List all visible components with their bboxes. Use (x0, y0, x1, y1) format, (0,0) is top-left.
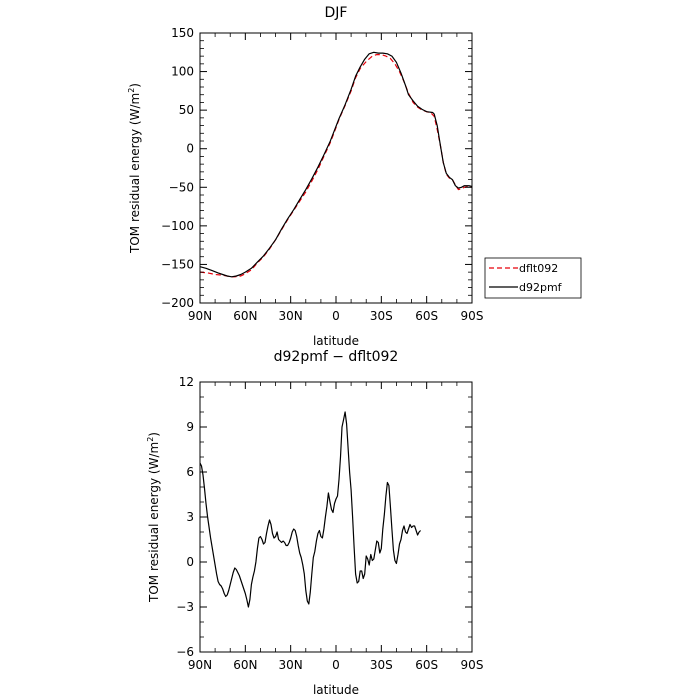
bottom-xtick-label: 30N (279, 658, 303, 672)
bottom-yaxis-label-sup: 2 (146, 437, 155, 442)
bottom-xtick-label: 90S (461, 658, 484, 672)
top-ytick-label: 150 (171, 26, 194, 40)
bottom-chart: d92pmf − dflt092 90N 60N 30N 0 30S 60S 90S 12 9 6… (146, 349, 483, 697)
top-xtick-label: 30S (370, 309, 393, 323)
legend-label-d92pmf: d92pmf (519, 281, 563, 294)
top-yaxis-label-main: TOM residual energy (W/m (128, 93, 142, 254)
bottom-yaxis-label-tail: ) (147, 432, 161, 437)
top-xtick-label: 90N (188, 309, 212, 323)
top-ytick-label: 100 (171, 65, 194, 79)
top-xtick-label: 60S (415, 309, 438, 323)
bottom-ytick-label: 6 (186, 465, 194, 479)
top-xtick-label: 90S (461, 309, 484, 323)
top-ytick-label: −150 (161, 257, 194, 271)
top-series-layer (199, 51, 473, 278)
top-ytick-label: −100 (161, 219, 194, 233)
bottom-xtick-label: 0 (332, 658, 340, 672)
bottom-xtick-label: 90N (188, 658, 212, 672)
top-series-line-dflt092 (199, 53, 473, 278)
bottom-yaxis-label-main: TOM residual energy (W/m (147, 442, 161, 603)
bottom-ytick-label: −6 (176, 645, 194, 659)
bottom-plot-frame (199, 381, 473, 653)
top-ytick-label: −50 (169, 180, 194, 194)
bottom-series-layer (199, 411, 422, 608)
top-ytick-label: 50 (179, 103, 194, 117)
bottom-xtick-label: 60N (233, 658, 257, 672)
bottom-chart-title: d92pmf − dflt092 (274, 349, 399, 365)
bottom-yaxis-label: TOM residual energy (W/m2) (146, 432, 161, 603)
top-xaxis-label: latitude (313, 334, 359, 348)
top-plot-frame (199, 32, 473, 304)
bottom-ytick-label: 9 (186, 420, 194, 434)
bottom-ytick-label: −3 (176, 600, 194, 614)
top-yaxis-label-sup: 2 (127, 88, 136, 93)
top-legend: dflt092 d92pmf (484, 257, 582, 299)
bottom-xtick-label: 30S (370, 658, 393, 672)
top-ticks: 90N 60N 30N 0 30S 60S 90S 150 100 50 0 −50 −100 −150 −… (161, 26, 483, 323)
top-yaxis-label: TOM residual energy (W/m2) (127, 83, 142, 254)
bottom-ticks: 90N 60N 30N 0 30S 60S 90S 12 9 6 3 0 −3 −6 (176, 375, 483, 672)
top-xtick-label: 0 (332, 309, 340, 323)
bottom-xaxis-label: latitude (313, 683, 359, 697)
top-ytick-label: 0 (186, 142, 194, 156)
bottom-xtick-label: 60S (415, 658, 438, 672)
bottom-ytick-label: 12 (179, 375, 194, 389)
bottom-ytick-label: 0 (186, 555, 194, 569)
bottom-series-line-difference (199, 411, 422, 608)
legend-label-dflt092: dflt092 (519, 262, 558, 275)
top-xtick-label: 60N (233, 309, 257, 323)
top-chart: DJF 90N 60N 30N 0 30S 60S 90S 150 100 50 0 −50 −100 −… (127, 5, 582, 348)
legend-box (484, 257, 582, 299)
top-xtick-label: 30N (279, 309, 303, 323)
top-yaxis-label-tail: ) (128, 83, 142, 88)
bottom-ytick-label: 3 (186, 510, 194, 524)
top-chart-title: DJF (325, 5, 348, 21)
top-ytick-label: −200 (161, 296, 194, 310)
top-series-line-d92pmf (199, 51, 473, 278)
